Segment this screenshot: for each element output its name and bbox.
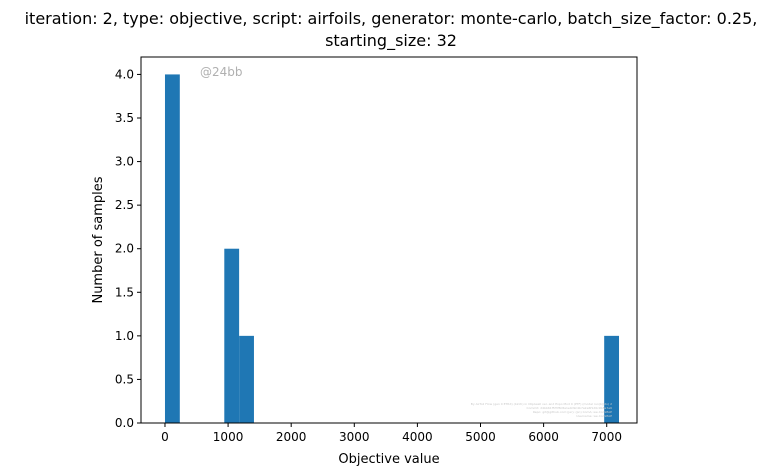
- y-tick-label: 3.0: [115, 155, 134, 169]
- y-axis-ticks: 0.0 0.5 1.0 1.5 2.0 2.5 3.0 3.5 4.0: [115, 67, 141, 430]
- histogram-bars: [164, 74, 620, 423]
- chart-title-line-2: starting_size: 32: [325, 31, 457, 51]
- y-tick-label: 2.5: [115, 198, 134, 212]
- fine-print-line-1: By Airfoil Flow (gen 0 ETRX) (binfo) in …: [471, 402, 612, 406]
- fine-print-line-2: Commit: 24bb61f5f3f8c8a1e0d9c4b7a2e6f1d0…: [527, 406, 613, 410]
- y-tick-label: 3.5: [115, 111, 134, 125]
- y-tick-label: 0.5: [115, 372, 134, 386]
- fine-print-block: By Airfoil Flow (gen 0 ETRX) (binfo) in …: [471, 402, 612, 418]
- y-tick-label: 0.0: [115, 416, 134, 430]
- fine-print-line-3: Repo: git@github.com:(jer); (pn) ComA; w…: [533, 410, 612, 414]
- x-tick-label: 2000: [276, 430, 307, 444]
- chart-title: iteration: 2, type: objective, script: a…: [25, 9, 758, 51]
- histogram-bar: [164, 74, 180, 423]
- x-axis-ticks: 0 1000 2000 3000 4000 5000 6000 7000: [161, 423, 622, 444]
- histogram-bar: [224, 248, 240, 423]
- x-tick-label: 0: [161, 430, 169, 444]
- chart-title-line-1: iteration: 2, type: objective, script: a…: [25, 9, 758, 29]
- y-tick-label: 4.0: [115, 67, 134, 81]
- y-axis-label: Number of samples: [91, 176, 106, 303]
- y-tick-label: 1.0: [115, 329, 134, 343]
- watermark-annotation: @24bb: [200, 65, 243, 79]
- histogram-bar: [239, 335, 254, 423]
- x-tick-label: 5000: [465, 430, 496, 444]
- y-tick-label: 2.0: [115, 242, 134, 256]
- x-tick-label: 7000: [591, 430, 622, 444]
- fine-print-line-4: Username: we.ComMAP: [576, 414, 612, 418]
- x-axis-label: Objective value: [338, 452, 439, 467]
- histogram-bar: [604, 335, 620, 423]
- x-tick-label: 1000: [213, 430, 244, 444]
- plot-frame: [140, 56, 638, 424]
- x-tick-label: 6000: [528, 430, 559, 444]
- x-tick-label: 4000: [402, 430, 433, 444]
- y-tick-label: 1.5: [115, 285, 134, 299]
- x-tick-label: 3000: [339, 430, 370, 444]
